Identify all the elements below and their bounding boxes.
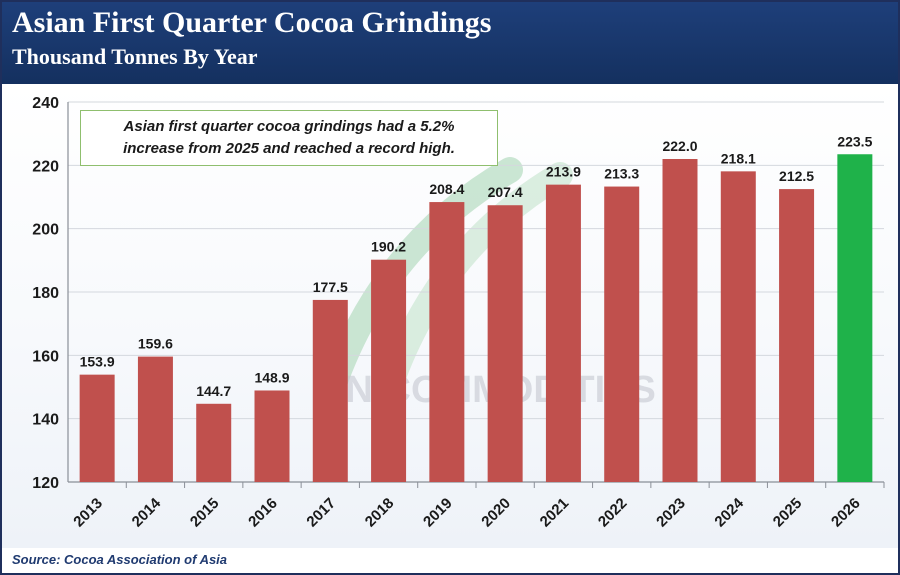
bar-2020 [487,205,523,482]
data-label-2025: 212.5 [779,168,814,184]
chart-subtitle: Thousand Tonnes By Year [12,44,258,69]
data-label-2023: 222.0 [662,138,697,154]
bar-2013 [79,374,115,482]
x-tick-label: 2026 [828,495,864,531]
bar-2021 [545,184,581,482]
bar-2024 [720,171,756,482]
data-label-2019: 208.4 [429,181,464,197]
x-tick-label: 2015 [187,495,223,531]
x-tick-label: 2013 [70,495,106,531]
y-tick-label: 180 [32,285,59,302]
bar-2014 [137,356,173,482]
y-tick-label: 160 [32,348,59,365]
data-label-2021: 213.9 [546,164,581,180]
data-label-2017: 177.5 [313,279,348,295]
data-label-2016: 148.9 [254,369,289,385]
x-tick-label: 2023 [653,495,689,531]
x-tick-label: 2018 [362,495,398,531]
data-label-2022: 213.3 [604,166,639,182]
bar-2015 [196,403,232,482]
data-label-2013: 153.9 [80,354,115,370]
x-tick-label: 2016 [245,495,281,531]
source-note: Source: Cocoa Association of Asia [12,552,228,567]
x-tick-label: 2024 [711,494,747,530]
data-label-2014: 159.6 [138,336,173,352]
x-tick-label: 2017 [303,495,339,531]
y-tick-label: 220 [32,158,59,175]
bar-2026 [837,154,873,482]
bar-2017 [312,299,348,482]
bar-2023 [662,159,698,482]
bar-2025 [779,189,815,483]
y-tick-label: 140 [32,412,59,429]
bar-2022 [604,186,640,483]
y-tick-label: 120 [32,475,59,492]
bar-2018 [371,259,407,482]
bar-2019 [429,202,465,483]
chart-title: Asian First Quarter Cocoa Grindings [12,6,492,39]
x-tick-label: 2021 [537,495,573,531]
watermark-swoosh [317,157,523,408]
y-tick-label: 240 [32,95,59,112]
y-tick-label: 200 [32,222,59,239]
x-tick-label: 2014 [129,494,165,530]
chart-header: Asian First Quarter Cocoa Grindings Thou… [2,2,898,84]
data-label-2018: 190.2 [371,239,406,255]
data-label-2020: 207.4 [488,184,523,200]
x-tick-label: 2022 [595,495,631,531]
x-tick-label: 2025 [770,495,806,531]
bar-2016 [254,390,290,482]
annotation-box: Asian first quarter cocoa grindings had … [80,110,498,166]
data-label-2024: 218.1 [721,150,756,166]
data-label-2015: 144.7 [196,383,231,399]
x-tick-label: 2020 [478,495,514,531]
data-label-2026: 223.5 [837,133,872,149]
x-tick-label: 2019 [420,495,456,531]
